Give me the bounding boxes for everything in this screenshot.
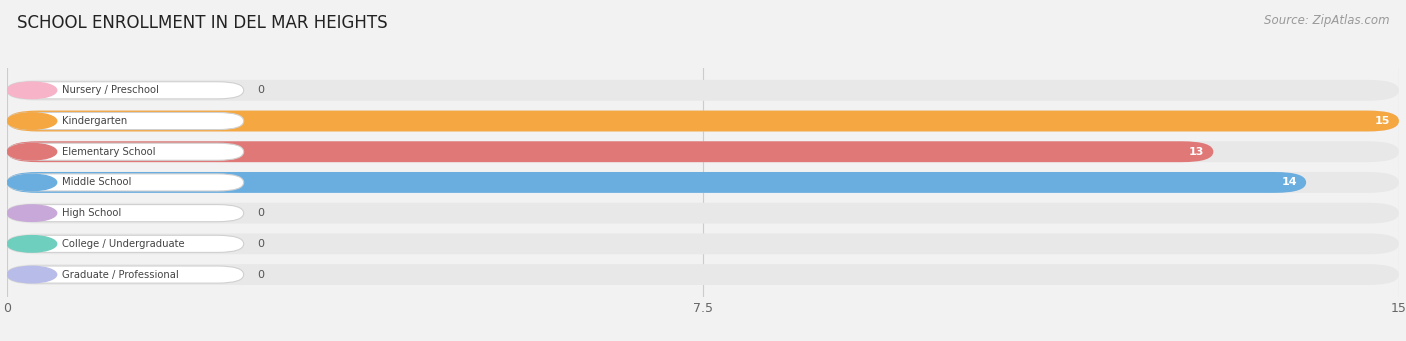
FancyBboxPatch shape: [7, 174, 243, 191]
Text: Source: ZipAtlas.com: Source: ZipAtlas.com: [1264, 14, 1389, 27]
Text: 0: 0: [257, 208, 264, 218]
Circle shape: [7, 236, 56, 252]
Text: SCHOOL ENROLLMENT IN DEL MAR HEIGHTS: SCHOOL ENROLLMENT IN DEL MAR HEIGHTS: [17, 14, 388, 32]
Text: College / Undergraduate: College / Undergraduate: [62, 239, 184, 249]
FancyBboxPatch shape: [7, 203, 1399, 224]
Circle shape: [7, 205, 56, 221]
Text: High School: High School: [62, 208, 121, 218]
Text: 13: 13: [1188, 147, 1204, 157]
FancyBboxPatch shape: [7, 235, 243, 252]
Circle shape: [7, 174, 56, 191]
FancyBboxPatch shape: [7, 141, 1213, 162]
Circle shape: [7, 113, 56, 129]
FancyBboxPatch shape: [7, 110, 1399, 132]
FancyBboxPatch shape: [7, 82, 243, 99]
Text: Kindergarten: Kindergarten: [62, 116, 127, 126]
FancyBboxPatch shape: [7, 141, 1399, 162]
Text: 0: 0: [257, 269, 264, 280]
FancyBboxPatch shape: [7, 172, 1399, 193]
Circle shape: [7, 82, 56, 99]
FancyBboxPatch shape: [7, 80, 1399, 101]
Text: Elementary School: Elementary School: [62, 147, 155, 157]
Text: 0: 0: [257, 85, 264, 95]
Text: Graduate / Professional: Graduate / Professional: [62, 269, 179, 280]
FancyBboxPatch shape: [7, 264, 1399, 285]
FancyBboxPatch shape: [7, 233, 1399, 254]
FancyBboxPatch shape: [7, 143, 243, 160]
Text: 15: 15: [1374, 116, 1389, 126]
FancyBboxPatch shape: [7, 266, 243, 283]
FancyBboxPatch shape: [7, 172, 1306, 193]
Text: Nursery / Preschool: Nursery / Preschool: [62, 85, 159, 95]
Circle shape: [7, 144, 56, 160]
FancyBboxPatch shape: [7, 205, 243, 222]
Text: 14: 14: [1281, 177, 1296, 188]
Circle shape: [7, 266, 56, 283]
Text: Middle School: Middle School: [62, 177, 131, 188]
FancyBboxPatch shape: [7, 113, 243, 130]
FancyBboxPatch shape: [7, 110, 1399, 132]
Text: 0: 0: [257, 239, 264, 249]
